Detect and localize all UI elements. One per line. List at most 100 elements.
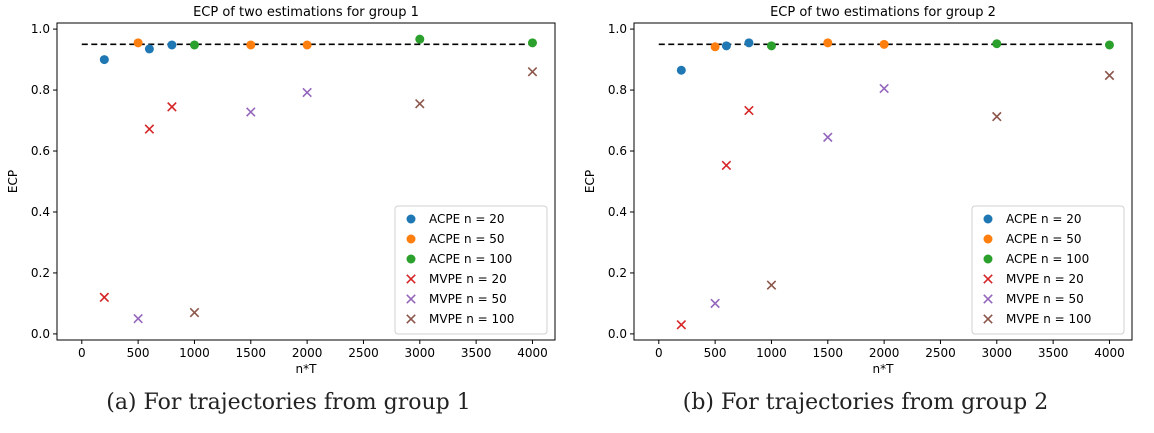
series-3 xyxy=(99,102,177,303)
figure-caption-a: (a) For trajectories from group 1 xyxy=(106,390,471,415)
data-point xyxy=(415,99,425,109)
y-tick-label: 1.0 xyxy=(608,22,627,36)
y-tick-label: 0.0 xyxy=(608,327,627,341)
legend-label: MVPE n = 50 xyxy=(429,292,507,306)
data-point xyxy=(1104,70,1115,81)
legend-marker xyxy=(983,254,993,264)
legend-marker xyxy=(406,234,416,244)
legend-marker xyxy=(406,294,416,304)
data-point xyxy=(167,40,177,50)
data-point xyxy=(133,38,143,48)
y-tick-label: 0.4 xyxy=(31,205,50,219)
scatter-chart-group-1: ECP of two estimations for group 1 0 500 10… xyxy=(6,5,556,376)
legend-marker xyxy=(406,254,416,264)
legend-label: ACPE n = 50 xyxy=(1006,232,1082,246)
series-5 xyxy=(189,67,538,318)
x-tick-label: 0 xyxy=(655,346,663,360)
plot-area-frame xyxy=(56,22,556,341)
legend-label: MVPE n = 100 xyxy=(1006,312,1091,326)
data-point xyxy=(766,41,776,51)
legend-label: MVPE n = 100 xyxy=(429,312,514,326)
y-tick-label: 0.8 xyxy=(31,83,50,97)
legend-box xyxy=(394,205,548,335)
y-tick-label: 0.2 xyxy=(31,266,50,280)
data-point xyxy=(823,132,833,143)
legend-label: MVPE n = 20 xyxy=(1006,272,1084,286)
data-point xyxy=(710,298,720,309)
legend-label: MVPE n = 50 xyxy=(1006,292,1084,306)
x-tick-label: 4000 xyxy=(517,346,548,360)
chart-panel-group-2: ECP of two estimations for group 2 0 500 10… xyxy=(577,0,1154,433)
data-point xyxy=(721,160,732,171)
legend-marker xyxy=(983,314,993,324)
data-point xyxy=(527,67,538,77)
data-point xyxy=(144,44,154,54)
plot-area-frame xyxy=(633,22,1133,341)
legend-marker xyxy=(406,214,416,224)
data-point xyxy=(189,40,199,50)
x-tick-label: 1500 xyxy=(813,346,844,360)
x-tick-label: 1000 xyxy=(756,346,787,360)
legend-label: ACPE n = 20 xyxy=(1006,212,1082,226)
legend-marker xyxy=(983,214,993,224)
data-point xyxy=(144,124,155,134)
series-4 xyxy=(710,83,889,309)
data-point xyxy=(879,83,889,94)
data-point xyxy=(992,111,1002,122)
chart-panel-group-1: ECP of two estimations for group 1 0 500 10… xyxy=(6,5,556,415)
y-tick-label: 1.0 xyxy=(31,22,50,36)
data-point xyxy=(1104,40,1114,50)
x-tick-label: 2500 xyxy=(925,346,956,360)
figure-caption-b: (b) For trajectories from group 2 xyxy=(682,390,1049,415)
legend-label: MVPE n = 20 xyxy=(429,272,507,286)
series-5 xyxy=(766,70,1115,290)
data-point xyxy=(676,319,687,330)
data-point xyxy=(302,40,312,50)
series-4 xyxy=(133,87,312,324)
y-tick-label: 0.8 xyxy=(608,83,627,97)
series-0 xyxy=(99,40,177,65)
legend-marker xyxy=(983,234,993,244)
series-2 xyxy=(189,34,537,50)
x-tick-label: 2000 xyxy=(292,346,323,360)
series-2 xyxy=(766,39,1114,51)
data-point xyxy=(246,40,256,50)
legend-label: ACPE n = 50 xyxy=(429,232,505,246)
scatter-chart-group-2: ECP of two estimations for group 2 0 500 10… xyxy=(583,5,1133,376)
legend-label: ACPE n = 100 xyxy=(1006,252,1089,266)
x-tick-label: 3500 xyxy=(1038,346,1069,360)
chart-title: ECP of two estimations for group 2 xyxy=(770,5,996,20)
data-point xyxy=(415,34,425,44)
x-tick-label: 0 xyxy=(78,346,86,360)
x-tick-label: 500 xyxy=(704,346,727,360)
data-point xyxy=(744,105,754,116)
y-tick-label: 0.0 xyxy=(31,327,50,341)
y-tick-label: 0.6 xyxy=(608,144,627,158)
legend-marker xyxy=(983,294,993,304)
legend-box xyxy=(971,205,1125,335)
data-point xyxy=(992,39,1002,49)
data-point xyxy=(823,38,833,48)
x-axis-label: n*T xyxy=(873,362,895,376)
x-tick-label: 3500 xyxy=(461,346,492,360)
data-point xyxy=(99,55,109,65)
x-tick-label: 3000 xyxy=(982,346,1013,360)
y-tick-label: 0.4 xyxy=(608,205,627,219)
x-tick-label: 2000 xyxy=(869,346,900,360)
data-point xyxy=(246,107,256,117)
data-point xyxy=(676,65,686,75)
y-tick-label: 0.2 xyxy=(608,266,627,280)
data-point xyxy=(710,42,720,52)
data-point xyxy=(766,280,777,290)
data-point xyxy=(721,41,731,51)
series-0 xyxy=(676,38,754,75)
series-1 xyxy=(710,38,889,52)
data-point xyxy=(167,102,177,112)
chart-title: ECP of two estimations for group 1 xyxy=(193,5,419,20)
x-tick-label: 3000 xyxy=(405,346,436,360)
legend-label: ACPE n = 100 xyxy=(429,252,512,266)
x-tick-label: 500 xyxy=(127,346,150,360)
data-point xyxy=(189,307,200,318)
legend-marker xyxy=(983,274,993,284)
x-tick-label: 1500 xyxy=(236,346,267,360)
